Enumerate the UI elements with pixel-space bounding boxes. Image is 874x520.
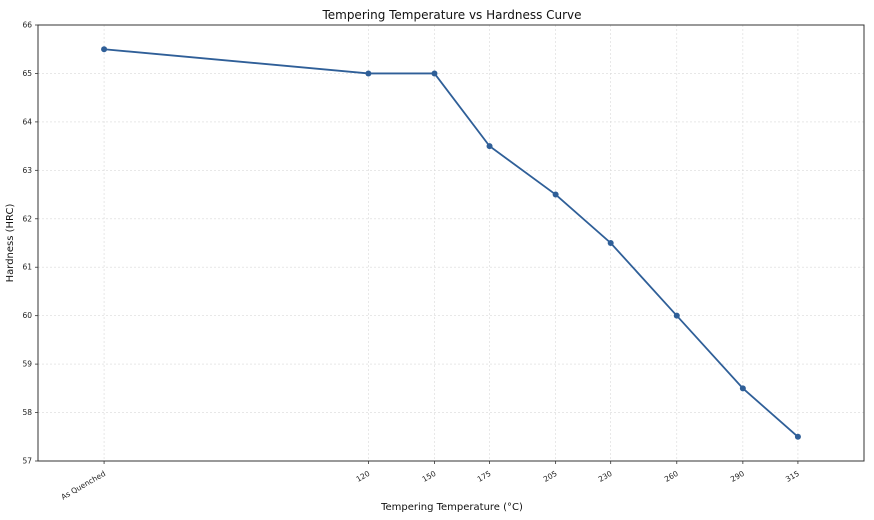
x-tick-label: 175: [476, 469, 493, 484]
y-tick-label: 59: [22, 360, 32, 369]
data-point: [607, 240, 614, 246]
x-tick-label: 260: [663, 469, 680, 484]
x-axis: As Quenched 120 150 175 205 230 260 290 315: [60, 461, 801, 502]
x-tick-label: 230: [597, 469, 614, 484]
data-point: [101, 46, 108, 53]
grid: [38, 24, 864, 462]
data-point: [673, 312, 680, 319]
x-axis-title: Tempering Temperature (°C): [380, 502, 523, 513]
y-axis: 57 58 59 60 61 62 63 64 65 66: [22, 21, 38, 466]
plot-frame: [37, 24, 865, 462]
x-tick-label: 315: [784, 469, 801, 484]
data-point: [739, 385, 746, 392]
data-point: [794, 433, 801, 440]
y-tick-label: 65: [22, 69, 32, 78]
data-point: [486, 143, 493, 150]
data-point: [365, 70, 372, 77]
series-layer: [101, 46, 801, 440]
y-tick-label: 64: [22, 117, 32, 126]
x-tick-label: 120: [354, 469, 371, 484]
x-tick-label: As Quenched: [60, 469, 108, 502]
x-tick-label: 290: [729, 469, 746, 484]
x-tick-label: 150: [421, 469, 438, 484]
x-tick-label: 205: [542, 469, 559, 484]
y-axis-title: Hardness (HRC): [5, 204, 16, 283]
y-tick-label: 57: [22, 457, 32, 466]
data-point: [552, 191, 559, 198]
y-tick-label: 62: [22, 214, 32, 223]
data-point: [431, 70, 438, 77]
y-tick-label: 61: [22, 263, 32, 272]
y-tick-label: 63: [22, 166, 32, 175]
y-tick-label: 60: [22, 311, 32, 320]
chart-title: Tempering Temperature vs Hardness Curve: [321, 8, 581, 22]
series-line: [103, 48, 799, 438]
y-tick-label: 66: [22, 21, 32, 30]
y-tick-label: 58: [22, 408, 32, 417]
